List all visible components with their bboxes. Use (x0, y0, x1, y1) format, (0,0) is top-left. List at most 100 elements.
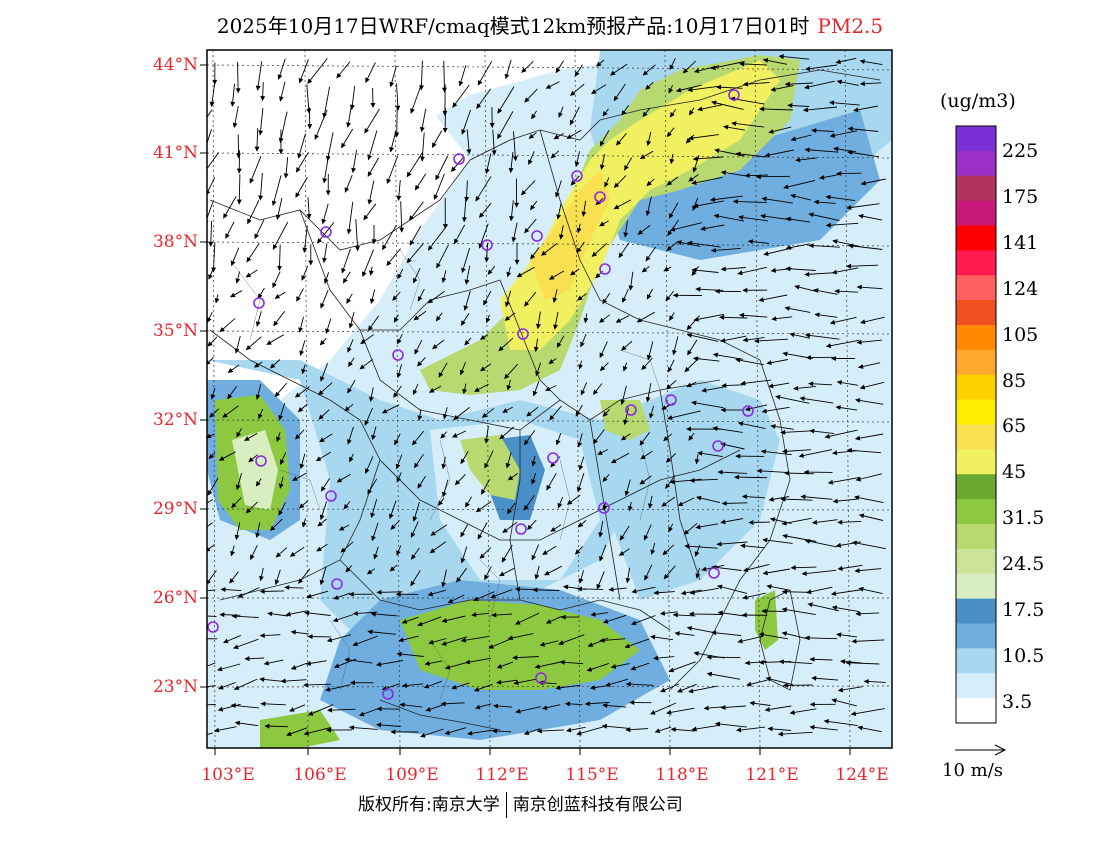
wind-arrow (790, 708, 817, 714)
wind-arrowhead (790, 565, 796, 571)
wind-arrow (807, 586, 833, 594)
footer-divider (505, 792, 507, 818)
city-marker (253, 297, 265, 309)
wind-arrowhead (524, 227, 530, 234)
wind-arrowhead (301, 521, 307, 528)
wind-arrowhead (823, 719, 829, 724)
wind-arrowhead (344, 406, 350, 412)
city-marker (331, 578, 343, 590)
wind-arrowhead (373, 553, 379, 560)
wind-arrowhead (219, 327, 225, 333)
wind-arrowhead (363, 214, 369, 221)
wind-arrowhead (665, 483, 671, 489)
wind-arrowhead (464, 659, 471, 665)
wind-arrow (693, 200, 725, 207)
wind-arrowhead (825, 222, 831, 228)
colorbar-band (956, 648, 996, 674)
wind-arrowhead (414, 184, 420, 191)
wind-arrowhead (491, 150, 497, 156)
wind-arrowhead (836, 632, 842, 638)
colorbar-band (956, 175, 996, 202)
wind-arrowhead (297, 407, 304, 413)
wind-arrow (711, 101, 744, 110)
wind-arrowhead (668, 667, 675, 673)
wind-arrowhead (847, 150, 853, 155)
wind-arrowhead (627, 506, 633, 512)
wind-arrowhead (249, 178, 255, 184)
wind-arrowhead (645, 255, 651, 262)
wind-arrowhead (691, 270, 697, 277)
wind-arrowhead (250, 554, 255, 561)
wind-arrowhead (684, 366, 690, 373)
wind-arrowhead (484, 257, 490, 263)
wind-arrowhead (668, 526, 673, 533)
wind-arrowhead (666, 180, 673, 186)
wind-arrowhead (809, 656, 815, 662)
wind-arrow (848, 245, 883, 250)
wind-arrowhead (731, 121, 737, 127)
wind-arrowhead (456, 577, 462, 583)
wind-arrowhead (715, 84, 722, 90)
wind-arrowhead (254, 146, 260, 152)
wind-arrow (860, 381, 885, 389)
wind-arrowhead (514, 202, 520, 208)
wind-arrowhead (814, 312, 820, 318)
wind-arrowhead (269, 363, 276, 369)
wind-arrowhead (459, 369, 465, 376)
wind-arrowhead (721, 500, 727, 506)
wind-arrowhead (272, 282, 277, 289)
wind-arrowhead (832, 239, 838, 244)
wind-arrowhead (305, 660, 312, 666)
wind-arrow (694, 313, 725, 321)
wind-arrowhead (474, 387, 480, 392)
wind-arrowhead (558, 640, 564, 646)
wind-arrow (341, 248, 351, 273)
wind-arrowhead (834, 288, 840, 294)
wind-arrowhead (735, 453, 741, 459)
wind-arrowhead (706, 671, 713, 677)
wind-arrowhead (237, 593, 244, 598)
wind-arrowhead (420, 156, 425, 162)
wind-arrowhead (288, 707, 295, 712)
wind-arrowhead (304, 610, 310, 616)
wind-arrowhead (463, 305, 469, 311)
wind-arrow (782, 591, 810, 593)
wind-arrowhead (742, 594, 748, 600)
wind-arrowhead (613, 204, 620, 210)
wind-arrowhead (417, 361, 423, 367)
wind-arrow (428, 224, 448, 251)
wind-arrowhead (442, 127, 448, 134)
wind-arrowhead (453, 415, 459, 421)
wind-arrowhead (758, 632, 765, 638)
wind-arrowhead (827, 479, 834, 485)
wind-arrowhead (560, 614, 566, 620)
wind-arrowhead (854, 435, 861, 441)
wind-arrowhead (319, 437, 325, 443)
wind-arrowhead (580, 389, 586, 396)
wind-arrowhead (531, 461, 537, 467)
wind-arrowhead (858, 513, 865, 519)
wind-arrowhead (839, 659, 846, 665)
wind-arrowhead (596, 583, 602, 590)
colorbar-band (956, 474, 996, 500)
colorbar-band (956, 300, 996, 326)
wind-arrowhead (688, 435, 694, 441)
wind-arrowhead (574, 549, 581, 555)
wind-arrowhead (295, 167, 301, 173)
wind-arrow (689, 134, 719, 139)
lon-label: 106°E (293, 765, 347, 785)
wind-arrow (857, 339, 883, 344)
wind-arrowhead (744, 173, 750, 179)
wind-arrowhead (420, 732, 426, 738)
wind-arrowhead (521, 67, 527, 73)
wind-arrowhead (784, 306, 790, 311)
wind-arrowhead (559, 659, 565, 665)
wind-arrowhead (811, 519, 818, 525)
wind-arrowhead (198, 614, 202, 618)
wind-arrowhead (540, 250, 547, 256)
wind-arrow (688, 85, 719, 91)
wind-arrow (317, 222, 335, 244)
wind-arrowhead (230, 550, 235, 557)
city-marker (665, 394, 677, 406)
wind-arrowhead (558, 234, 564, 240)
